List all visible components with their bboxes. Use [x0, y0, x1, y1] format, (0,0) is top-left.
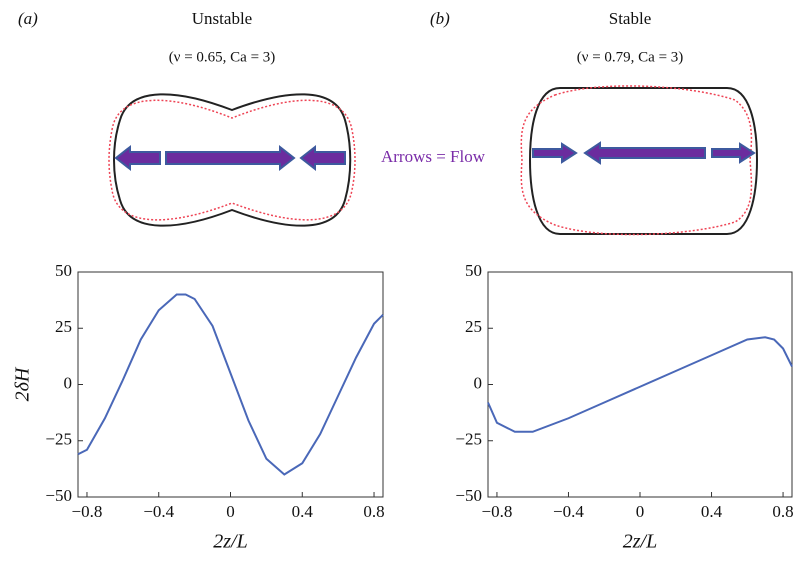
x-tick-label: 0.8 [772, 502, 793, 521]
y-axis-label: 2δH [12, 366, 34, 401]
panel-subtitle: (ν = 0.79, Ca = 3) [577, 49, 684, 65]
flow-arrows [114, 144, 346, 172]
x-tick-label: −0.4 [143, 502, 174, 521]
panel-label: (a) [18, 9, 38, 28]
y-tick-label: 25 [55, 317, 72, 336]
y-tick-label: 50 [465, 261, 482, 280]
annotation: Arrows = Flow [381, 147, 486, 166]
plot-frame [487, 271, 793, 498]
y-tick-label: −25 [455, 430, 482, 449]
x-tick-label: −0.8 [482, 502, 513, 521]
x-tick-label: −0.4 [553, 502, 584, 521]
droplet-shape [528, 87, 759, 235]
x-axis-label: 2z/L [213, 531, 247, 553]
panel-label: (b) [430, 9, 450, 28]
y-tick-label: 25 [465, 317, 482, 336]
droplet-shape [113, 93, 352, 227]
x-tick-label: 0.8 [363, 502, 384, 521]
data-line [77, 293, 384, 476]
x-tick-label: −0.8 [72, 502, 103, 521]
x-tick-label: 0.4 [292, 502, 314, 521]
panel-title: Unstable [192, 9, 252, 28]
plot-frame [77, 271, 384, 498]
reference-shape [108, 99, 356, 221]
y-tick-label: 50 [55, 261, 72, 280]
x-axis-label: 2z/L [623, 531, 657, 553]
y-tick-label: 0 [474, 373, 483, 392]
x-tick-label: 0 [636, 502, 645, 521]
panel-subtitle: (ν = 0.65, Ca = 3) [169, 49, 276, 65]
panel-title: Stable [609, 9, 652, 28]
x-tick-label: 0 [226, 502, 235, 521]
x-tick-label: 0.4 [701, 502, 723, 521]
y-tick-label: 0 [64, 373, 73, 392]
data-line [487, 336, 793, 433]
y-tick-label: −50 [45, 486, 72, 505]
reference-shape [520, 85, 753, 236]
y-tick-label: −25 [45, 430, 72, 449]
flow-arrows [532, 141, 756, 165]
y-tick-label: −50 [455, 486, 482, 505]
